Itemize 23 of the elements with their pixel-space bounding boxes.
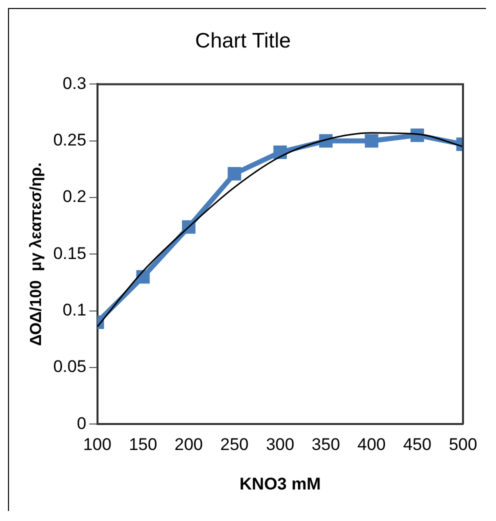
y-tick-label: 0.15 — [53, 244, 86, 263]
y-tick-label: 0.3 — [62, 74, 86, 93]
x-tick-label: 250 — [220, 435, 249, 454]
point — [364, 134, 378, 148]
point — [228, 166, 242, 180]
chart-title: Chart Title — [195, 29, 291, 52]
y-tick-label: 0.1 — [62, 300, 86, 320]
x-tick-label: 300 — [266, 435, 294, 454]
x-tick-label: 350 — [312, 435, 340, 454]
x-tick-label: 200 — [174, 435, 203, 454]
x-tick-label: 400 — [357, 435, 386, 454]
x-tick-label: 450 — [403, 435, 432, 454]
x-tick-label: 100 — [83, 435, 112, 454]
point — [273, 145, 287, 159]
x-tick-label: 150 — [128, 435, 158, 454]
y-axis-title: ΔΟΔ/100 μγ λεαπεσ/ηρ. — [28, 162, 46, 346]
x-axis-title: KNO3 mM — [240, 474, 321, 494]
point — [136, 270, 150, 284]
y-tick-label: 0.25 — [53, 130, 86, 150]
y-tick-label: 0.05 — [53, 357, 86, 376]
y-tick-label: 0 — [76, 414, 86, 433]
y-tick-label: 0.2 — [62, 187, 86, 206]
x-tick-label: 500 — [448, 435, 478, 454]
